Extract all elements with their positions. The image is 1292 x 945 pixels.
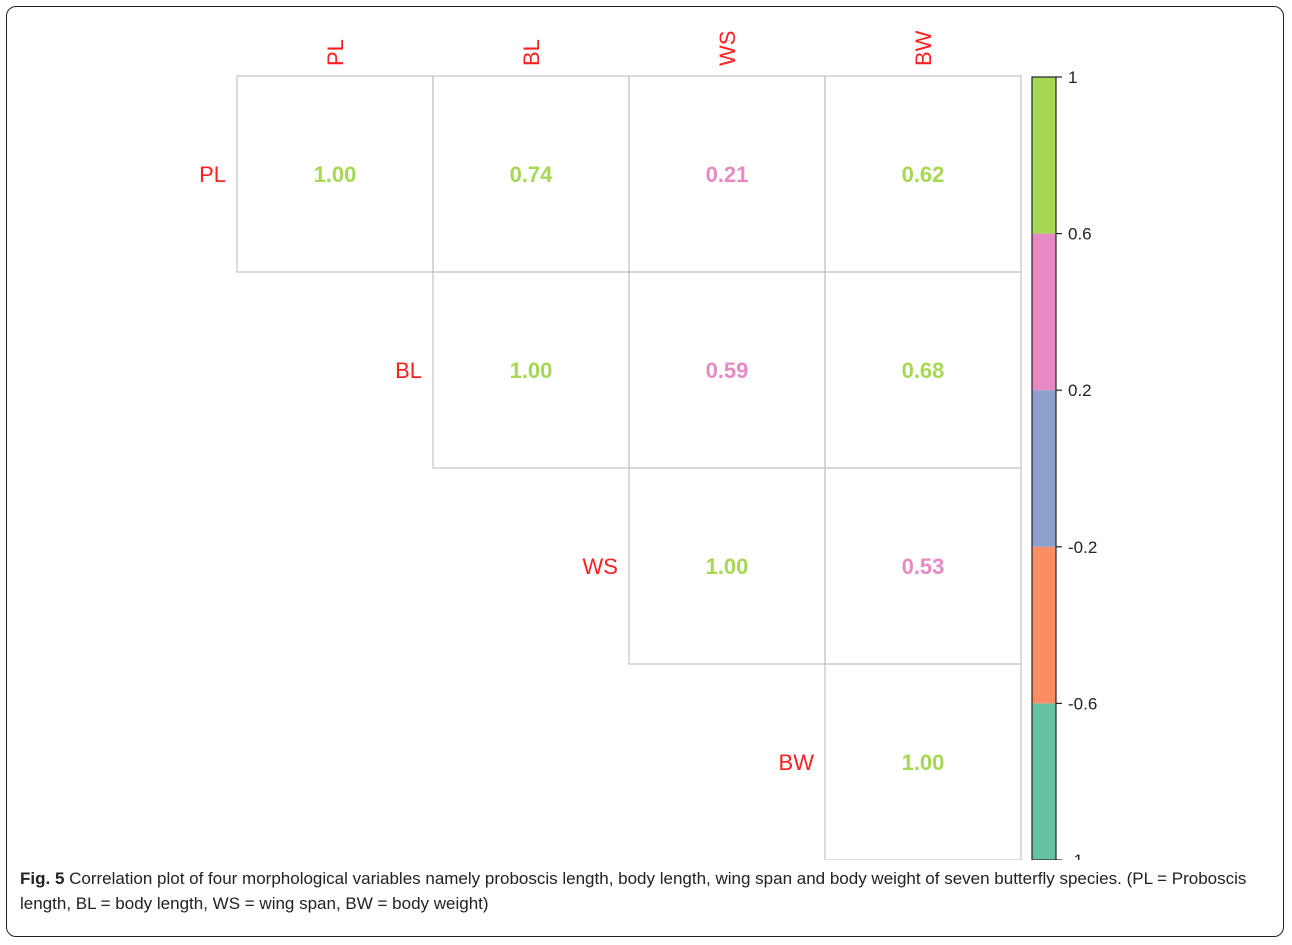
colorbar-segment-4 (1032, 77, 1056, 234)
cell-BW-BW (824, 663, 1022, 860)
column-label-BW: BW (911, 30, 936, 66)
cell-value-PL-WS: 0.21 (706, 162, 749, 187)
row-label-WS: WS (583, 554, 618, 579)
cell-grid (236, 75, 1022, 860)
colorbar-tick-label-5: 1 (1068, 68, 1077, 87)
column-label-BL: BL (519, 39, 544, 66)
colorbar-segment-3 (1032, 233, 1056, 391)
row-label-PL: PL (199, 162, 226, 187)
row-label-BW: BW (779, 750, 815, 775)
cell-value-PL-BW: 0.62 (902, 162, 945, 187)
cell-value-BL-BL: 1.00 (510, 358, 553, 383)
column-labels: PL BL WS BW (323, 30, 936, 66)
column-label-WS: WS (715, 31, 740, 66)
colorbar-tick-label-2: -0.2 (1068, 538, 1097, 557)
column-label-PL: PL (323, 39, 348, 66)
colorbar-tick-label-3: 0.2 (1068, 381, 1092, 400)
cell-value-WS-WS: 1.00 (706, 554, 749, 579)
colorbar: -1 -0.6 -0.2 0.2 0.6 1 (1031, 68, 1097, 860)
correlation-plot: 1.00 0.74 0.21 0.621.00 0.59 0.681.00 0.531.00… (199, 30, 1097, 860)
cell-value-PL-BL: 0.74 (510, 162, 554, 187)
figure-frame (6, 6, 1284, 937)
caption-text: Correlation plot of four morphological v… (20, 869, 1247, 913)
row-labels: PL BL WS BW (199, 162, 814, 775)
colorbar-tick-label-4: 0.6 (1068, 225, 1092, 244)
colorbar-tick-label-0: -1 (1068, 851, 1083, 860)
cell-value-WS-BW: 0.53 (902, 554, 945, 579)
colorbar-border (1031, 76, 1057, 860)
cell-values: 1.00 0.74 0.21 0.62 1.00 0.59 0.68 1.00 0.53 1.00 (314, 162, 945, 775)
colorbar-segment-0 (1032, 703, 1056, 860)
colorbar-segment-1 (1032, 546, 1056, 704)
caption-label: Fig. 5 (20, 869, 65, 888)
figure-caption: Fig. 5 Correlation plot of four morpholo… (20, 866, 1270, 916)
colorbar-segment-2 (1032, 390, 1056, 547)
cell-value-BL-BW: 0.68 (902, 358, 945, 383)
cell-value-BW-BW: 1.00 (902, 750, 945, 775)
cell-value-BL-WS: 0.59 (706, 358, 749, 383)
row-label-BL: BL (395, 358, 422, 383)
cell-value-PL-PL: 1.00 (314, 162, 357, 187)
colorbar-tick-label-1: -0.6 (1068, 694, 1097, 713)
